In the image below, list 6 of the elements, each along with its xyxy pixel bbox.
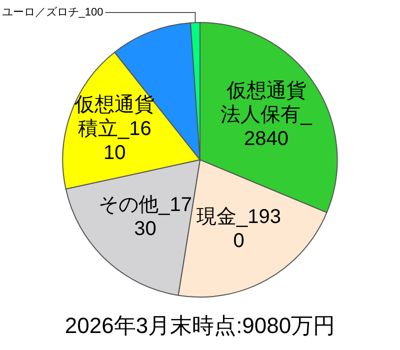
slice-label: その他_1730 xyxy=(98,194,192,240)
slice-label: ユーロ／ズロチ_100 xyxy=(2,6,104,19)
slice-label: 仮想通貨積立_1610 xyxy=(74,94,155,164)
text: 2026年3月末時点:9080万円 xyxy=(64,312,336,338)
slice-label: 仮想通貨法人保有_2840 xyxy=(220,80,313,150)
slice-label: 現金_1930 xyxy=(196,206,282,252)
